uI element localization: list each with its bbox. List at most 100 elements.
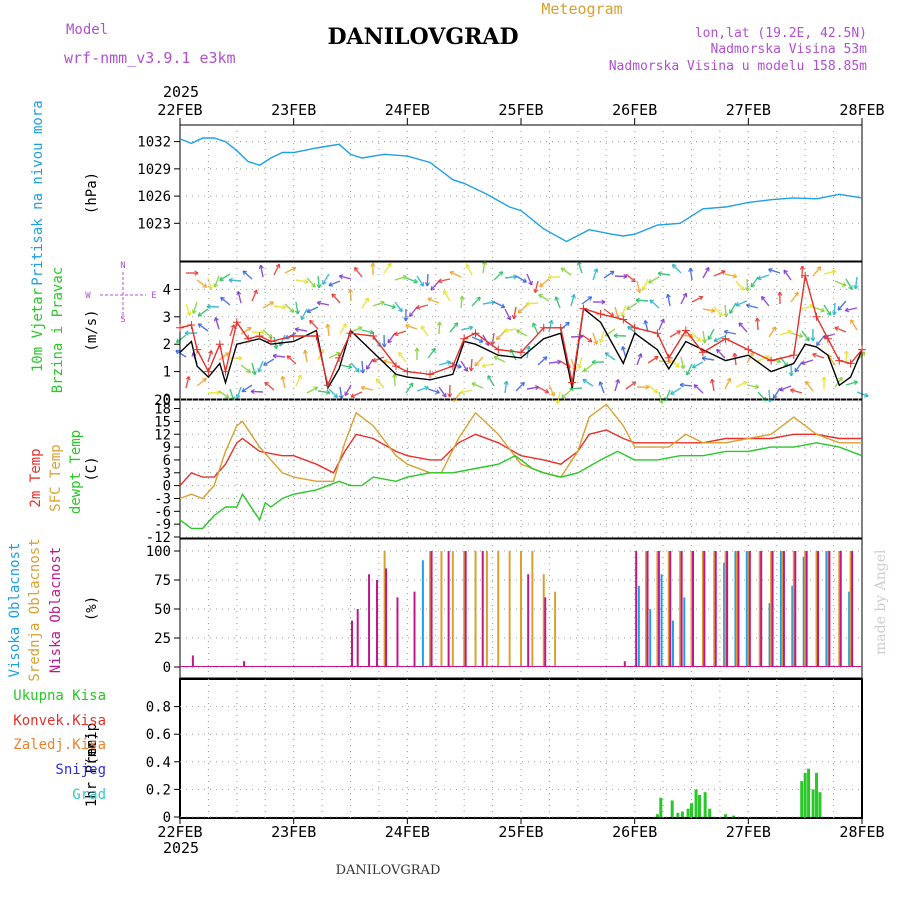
wind-arrow <box>581 296 593 305</box>
wind-arrow <box>735 280 745 291</box>
wind-arrow <box>372 356 385 362</box>
y-tick-label: 0.2 <box>146 782 171 798</box>
wind-arrow-head <box>688 267 694 273</box>
wind-arrow-head <box>837 306 843 311</box>
wind-arrow <box>394 301 403 313</box>
wind-arrow <box>344 384 352 396</box>
wind-arrow <box>241 384 253 393</box>
wind-arrow-head <box>547 274 552 280</box>
x-tick-label-top: 26FEB <box>612 101 657 119</box>
wind-arrow-head <box>213 283 219 288</box>
wind-arrow <box>482 260 486 274</box>
wind-arrow-head <box>691 363 697 369</box>
wind-arrow <box>707 328 715 340</box>
wind-arrow <box>504 381 508 394</box>
wind-arrow <box>260 265 264 278</box>
wind-arrow <box>555 296 561 309</box>
wind-arrow <box>746 278 749 292</box>
wind-arrow <box>746 384 759 388</box>
wind-arrow-head <box>707 335 713 341</box>
wind-arrow <box>526 273 533 286</box>
gust-marker <box>244 334 253 343</box>
wind-arrow-head <box>726 377 732 383</box>
precip-bar <box>800 781 804 817</box>
wind-arrow <box>713 335 726 342</box>
wind-arrow <box>702 330 706 344</box>
wind-arrow-head <box>364 297 370 302</box>
wind-arrow-head <box>805 380 810 386</box>
wind-arrow-head <box>197 323 203 328</box>
wind-arrow-head <box>561 393 566 399</box>
wind-arrow-head <box>355 367 360 373</box>
gust-marker <box>858 345 866 354</box>
x-tick-label-bottom: 22FEB <box>157 823 202 841</box>
wind-arrow <box>812 353 825 359</box>
wind-arrow <box>716 348 726 359</box>
y-tick-label: -6 <box>154 504 171 520</box>
wind-arrow <box>833 302 836 316</box>
wind-arrow <box>537 386 549 394</box>
wind-arrow <box>284 303 295 313</box>
wind-arrow-head <box>831 269 837 275</box>
wind-arrow <box>228 279 242 282</box>
wind-arrow <box>733 353 737 366</box>
x-tick-label-bottom: 25FEB <box>498 823 543 841</box>
y-tick-label: 2 <box>163 337 171 353</box>
wind-arrow <box>672 264 682 274</box>
wind-arrow <box>251 362 256 375</box>
wind-arrow-head <box>565 321 570 327</box>
series-line-pressure <box>179 137 863 243</box>
wind-arrow-head <box>649 299 655 304</box>
wind-arrow <box>592 268 598 281</box>
wind-arrow <box>504 308 511 321</box>
wind-arrow <box>648 276 660 284</box>
wind-arrow-head <box>591 359 596 365</box>
wind-arrow <box>621 304 627 317</box>
wind-arrow <box>647 355 659 364</box>
y-tick-label: 0 <box>163 392 171 408</box>
wind-arrow-head <box>443 290 448 295</box>
wind-arrow-head <box>387 262 392 268</box>
wind-arrow-head <box>441 392 447 398</box>
wind-arrow <box>604 352 616 361</box>
precip-bar <box>815 772 819 817</box>
precip-bar <box>811 789 815 817</box>
wind-arrow <box>192 301 198 314</box>
gust-marker <box>255 331 264 340</box>
wind-arrow <box>185 376 190 389</box>
wind-arrow <box>711 379 715 392</box>
wind-arrow-head <box>771 326 777 331</box>
wind-arrow <box>854 276 858 289</box>
wind-arrow <box>680 292 687 305</box>
wind-arrow-head <box>821 376 827 381</box>
wind-arrow <box>471 296 481 307</box>
wind-arrow <box>525 302 539 305</box>
wind-arrow <box>686 363 693 376</box>
wind-arrow-head <box>260 330 265 336</box>
wind-arrow-head <box>360 385 366 391</box>
wind-arrow-head <box>476 296 481 302</box>
cloud-title-low: Niska Oblacnost <box>48 547 64 673</box>
wind-arrow <box>496 330 506 340</box>
wind-arrow <box>295 279 308 283</box>
wind-arrow <box>470 358 473 372</box>
panel-pressure: 1023 1026 1029 1032 (hPa) <box>84 124 863 262</box>
wind-arrow <box>504 275 517 279</box>
precip-bar <box>676 812 680 817</box>
wind-arrow-head <box>732 273 738 279</box>
wind-arrow-head <box>230 324 236 329</box>
wind-arrow <box>729 302 737 314</box>
wind-arrow <box>393 373 396 387</box>
series-line-sfc <box>179 403 862 500</box>
wind-arrow-head <box>184 330 189 336</box>
wind-arrow <box>375 378 385 389</box>
wind-arrow <box>493 301 506 309</box>
wind-arrow-head <box>235 394 241 399</box>
wind-arrow <box>779 330 792 336</box>
wind-arrow-head <box>289 308 295 313</box>
wind-arrow <box>526 386 540 390</box>
wind-arrow <box>548 384 555 397</box>
temp-title-2m: 2m Temp <box>28 448 44 507</box>
y-tick-label: 4 <box>163 282 171 298</box>
